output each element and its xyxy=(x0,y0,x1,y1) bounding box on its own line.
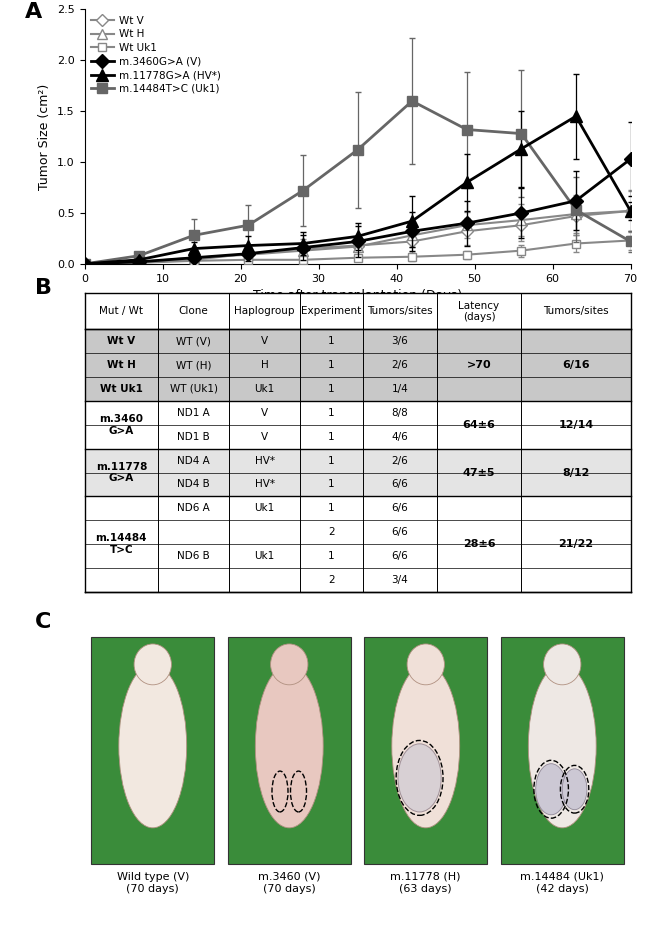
Wt Uk1 xyxy=(408,252,416,263)
Wt V xyxy=(190,254,198,266)
Line: Wt Uk1: Wt Uk1 xyxy=(81,236,634,268)
Wt Uk1 xyxy=(81,258,88,269)
FancyBboxPatch shape xyxy=(84,353,630,377)
m.11778G>A (HV*) xyxy=(463,177,471,188)
m.14484T>C (Uk1) xyxy=(408,95,416,106)
Y-axis label: Tumor Size (cm²): Tumor Size (cm²) xyxy=(38,84,51,189)
Wt H xyxy=(572,208,580,219)
m.11778G>A (HV*) xyxy=(354,231,361,242)
Ellipse shape xyxy=(119,664,187,828)
FancyBboxPatch shape xyxy=(437,329,521,401)
FancyBboxPatch shape xyxy=(521,496,630,592)
X-axis label: Time after transplantation (Days): Time after transplantation (Days) xyxy=(253,289,462,302)
Wt H xyxy=(517,215,525,226)
Wt V xyxy=(517,219,525,231)
Line: m.14484T>C (Uk1): m.14484T>C (Uk1) xyxy=(80,96,635,268)
Text: 3/4: 3/4 xyxy=(391,575,408,585)
Text: 6/6: 6/6 xyxy=(391,479,408,490)
Text: Experiment: Experiment xyxy=(302,306,361,317)
Text: 1: 1 xyxy=(328,551,335,561)
m.11778G>A (HV*) xyxy=(627,205,634,217)
m.3460G>A (V) xyxy=(190,252,198,264)
m.14484T>C (Uk1) xyxy=(627,236,634,247)
Text: 1: 1 xyxy=(328,360,335,370)
m.3460G>A (V) xyxy=(354,236,361,247)
FancyBboxPatch shape xyxy=(84,329,630,353)
Text: m.11778
G>A: m.11778 G>A xyxy=(96,462,147,483)
Text: 47±5: 47±5 xyxy=(463,467,495,478)
m.3460G>A (V) xyxy=(299,242,307,253)
Text: 6/6: 6/6 xyxy=(391,503,408,513)
Text: 8/8: 8/8 xyxy=(391,408,408,418)
Text: H: H xyxy=(261,360,268,370)
Text: 28±6: 28±6 xyxy=(463,539,495,549)
m.14484T>C (Uk1) xyxy=(463,123,471,135)
FancyBboxPatch shape xyxy=(84,377,630,401)
Text: >70: >70 xyxy=(467,360,491,370)
m.3460G>A (V) xyxy=(408,226,416,237)
Line: m.3460G>A (V): m.3460G>A (V) xyxy=(80,154,635,268)
Legend: Wt V, Wt H, Wt Uk1, m.3460G>A (V), m.11778G>A (HV*), m.14484T>C (Uk1): Wt V, Wt H, Wt Uk1, m.3460G>A (V), m.117… xyxy=(90,15,222,95)
Text: 4/6: 4/6 xyxy=(391,431,408,442)
Text: Clone: Clone xyxy=(179,306,209,317)
Ellipse shape xyxy=(255,664,323,828)
FancyBboxPatch shape xyxy=(521,401,630,448)
Wt V xyxy=(627,205,634,217)
Text: Latency
(days): Latency (days) xyxy=(458,300,500,322)
Text: V: V xyxy=(261,336,268,346)
Wt V xyxy=(354,240,361,252)
Wt Uk1 xyxy=(572,238,580,250)
FancyBboxPatch shape xyxy=(84,401,630,425)
Text: 1: 1 xyxy=(328,479,335,490)
Wt H xyxy=(244,249,252,260)
m.11778G>A (HV*) xyxy=(408,216,416,227)
Line: Wt V: Wt V xyxy=(81,207,634,268)
m.11778G>A (HV*) xyxy=(299,238,307,250)
Text: m.3460
G>A: m.3460 G>A xyxy=(99,414,144,435)
FancyBboxPatch shape xyxy=(84,294,630,329)
m.11778G>A (HV*) xyxy=(135,254,143,266)
Text: 1: 1 xyxy=(328,408,335,418)
Ellipse shape xyxy=(270,644,308,685)
FancyBboxPatch shape xyxy=(91,637,214,864)
Text: V: V xyxy=(261,408,268,418)
Text: ND1 B: ND1 B xyxy=(177,431,210,442)
Text: 2: 2 xyxy=(328,575,335,585)
Text: 1/4: 1/4 xyxy=(391,384,408,394)
FancyBboxPatch shape xyxy=(500,637,624,864)
Text: 8/12: 8/12 xyxy=(562,467,590,478)
Wt Uk1 xyxy=(244,254,252,266)
Ellipse shape xyxy=(407,644,445,685)
Text: Uk1: Uk1 xyxy=(255,503,275,513)
Line: Wt H: Wt H xyxy=(80,206,635,268)
m.3460G>A (V) xyxy=(244,248,252,259)
m.3460G>A (V) xyxy=(463,218,471,229)
Text: C: C xyxy=(35,612,52,632)
Text: WT (V): WT (V) xyxy=(176,336,211,346)
FancyBboxPatch shape xyxy=(84,448,630,473)
Wt H xyxy=(354,241,361,252)
FancyBboxPatch shape xyxy=(84,473,630,496)
Text: Haplogroup: Haplogroup xyxy=(235,306,295,317)
Text: m.14484 (Uk1)
(42 days): m.14484 (Uk1) (42 days) xyxy=(520,872,604,894)
Text: 6/16: 6/16 xyxy=(562,360,590,370)
m.3460G>A (V) xyxy=(517,207,525,219)
Text: WT (H): WT (H) xyxy=(176,360,211,370)
m.14484T>C (Uk1) xyxy=(354,144,361,155)
Text: 64±6: 64±6 xyxy=(463,420,495,430)
Wt V xyxy=(299,243,307,254)
Wt H xyxy=(135,256,143,268)
Wt Uk1 xyxy=(517,245,525,256)
Text: 21/22: 21/22 xyxy=(558,539,593,549)
Wt V xyxy=(135,256,143,268)
m.14484T>C (Uk1) xyxy=(244,219,252,231)
m.14484T>C (Uk1) xyxy=(572,204,580,216)
m.3460G>A (V) xyxy=(627,154,634,165)
Ellipse shape xyxy=(134,644,172,685)
Text: Uk1: Uk1 xyxy=(255,551,275,561)
m.3460G>A (V) xyxy=(81,258,88,269)
Text: 1: 1 xyxy=(328,384,335,394)
m.11778G>A (HV*) xyxy=(244,240,252,252)
Text: 1: 1 xyxy=(328,336,335,346)
FancyBboxPatch shape xyxy=(437,496,521,592)
